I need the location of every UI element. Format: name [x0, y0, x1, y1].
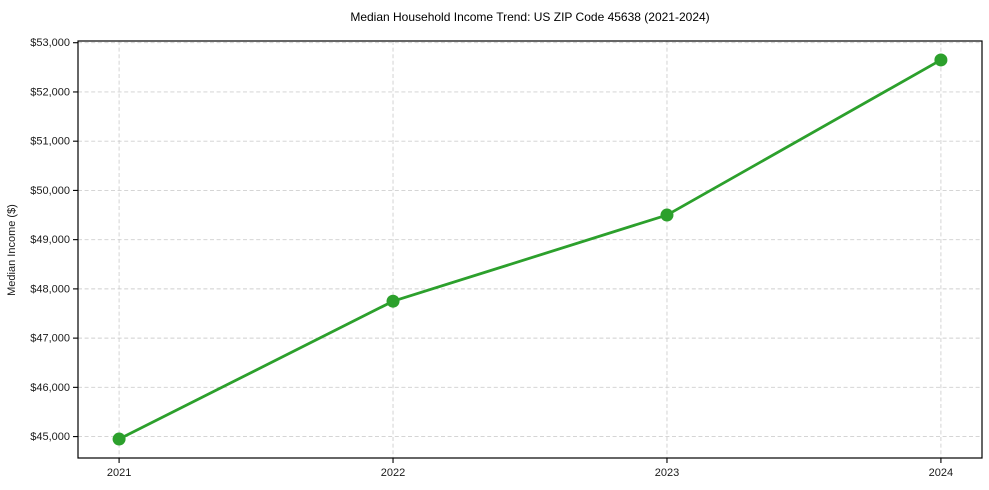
y-tick-label: $47,000 — [30, 333, 70, 345]
x-tick-label: 2022 — [381, 467, 405, 479]
data-point-2022 — [386, 294, 400, 308]
data-point-2023 — [660, 208, 674, 222]
y-tick-label: $45,000 — [30, 431, 70, 443]
gridlines — [78, 41, 982, 458]
chart-title: Median Household Income Trend: US ZIP Co… — [350, 10, 709, 24]
y-tick-label: $51,000 — [30, 136, 70, 148]
x-tick-label: 2024 — [929, 467, 953, 479]
axes: $45,000 $46,000 $47,000 $48,000 $49,000 $50,0… — [30, 37, 983, 479]
y-tick-label: $49,000 — [30, 234, 70, 246]
data-series — [112, 53, 948, 446]
trend-line — [117, 58, 943, 441]
x-tick-label: 2021 — [107, 467, 131, 479]
y-tick-label: $48,000 — [30, 283, 70, 295]
plot-border — [77, 40, 983, 459]
y-tick-label: $52,000 — [30, 86, 70, 98]
y-tick-label: $53,000 — [30, 37, 70, 49]
data-point-2021 — [112, 432, 126, 446]
y-axis-label: Median Income ($) — [6, 204, 18, 296]
data-point-2024 — [934, 53, 948, 67]
y-tick-label: $46,000 — [30, 382, 70, 394]
y-tick-label: $50,000 — [30, 185, 70, 197]
x-tick-label: 2023 — [655, 467, 679, 479]
